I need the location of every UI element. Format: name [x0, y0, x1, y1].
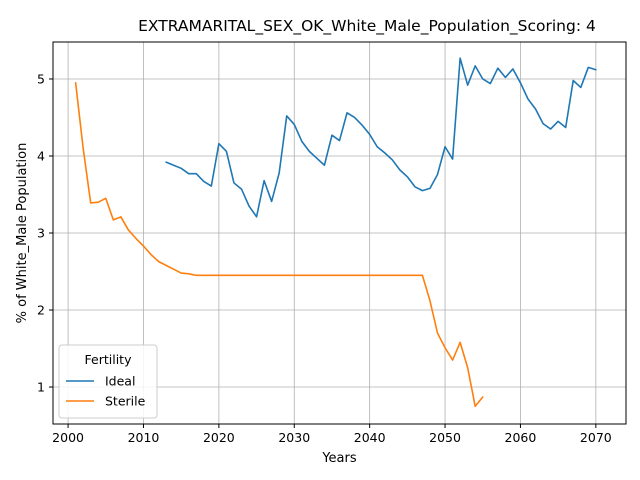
x-tick-label: 2070	[580, 430, 612, 445]
series-layer	[74, 57, 597, 408]
legend-entry-ideal: Ideal	[105, 374, 135, 389]
y-tick-label: 3	[37, 226, 45, 241]
chart-title: EXTRAMARITAL_SEX_OK_White_Male_Populatio…	[138, 17, 596, 36]
x-tick-label: 2050	[429, 430, 461, 445]
series-line-ideal	[165, 57, 597, 218]
x-tick-label: 2060	[505, 430, 537, 445]
series-line-sterile	[74, 82, 484, 408]
y-tick-label: 5	[37, 71, 45, 86]
x-tick-label: 2040	[354, 430, 386, 445]
y-tick-label: 4	[37, 148, 45, 163]
y-tick-label: 1	[37, 380, 45, 395]
x-axis-label: Years	[321, 451, 357, 466]
y-tick-label: 2	[37, 303, 45, 318]
legend: Fertility Ideal Sterile	[58, 344, 158, 419]
y-axis-label: % of White_Male Population	[15, 143, 30, 324]
legend-entry-sterile: Sterile	[105, 394, 146, 409]
legend-box	[58, 344, 158, 419]
x-tick-label: 2030	[278, 430, 310, 445]
axis-ticks: 2000 2010 2020 2030 2040 2050 2060 2070 1 2 3 4 5	[37, 71, 612, 445]
x-tick-label: 2000	[52, 430, 84, 445]
x-tick-label: 2020	[203, 430, 235, 445]
x-tick-label: 2010	[128, 430, 160, 445]
legend-title: Fertility	[85, 352, 133, 367]
